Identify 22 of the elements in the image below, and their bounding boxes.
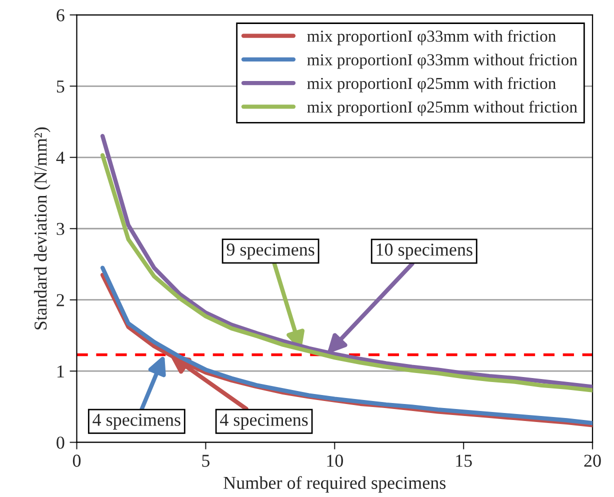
annotation: 4 specimens — [220, 414, 308, 430]
y-tick-label: 5 — [56, 80, 64, 93]
legend-label: mix proportionI φ25mm with friction — [307, 77, 556, 92]
legend-label: mix proportionI φ33mm with friction — [307, 30, 556, 46]
annotation: 9 specimens — [226, 244, 314, 260]
y-tick-label: 4 — [56, 152, 65, 164]
x-axis-title: Number of required specimens — [224, 476, 446, 493]
y-axis-title: Standard deviation (N/mm²) — [34, 127, 50, 330]
annotation: 4 specimens — [92, 414, 180, 430]
legend-label: mix proportionI φ25mm without friction — [307, 100, 578, 116]
x-tick-label: 10 — [327, 454, 343, 467]
legend-label: mix proportionI φ33mm without friction — [307, 54, 578, 69]
y-tick-label: 6 — [56, 9, 64, 22]
x-tick-label: 5 — [202, 454, 210, 467]
x-tick-label: 0 — [72, 454, 81, 467]
y-tick-label: 3 — [56, 222, 64, 236]
y-tick-label: 2 — [56, 294, 64, 306]
annotation: 10 specimens — [376, 244, 472, 260]
y-tick-label: 0 — [56, 436, 64, 449]
x-tick-label: 20 — [584, 454, 601, 467]
x-tick-label: 15 — [456, 454, 472, 467]
y-tick-label: 1 — [58, 365, 64, 378]
